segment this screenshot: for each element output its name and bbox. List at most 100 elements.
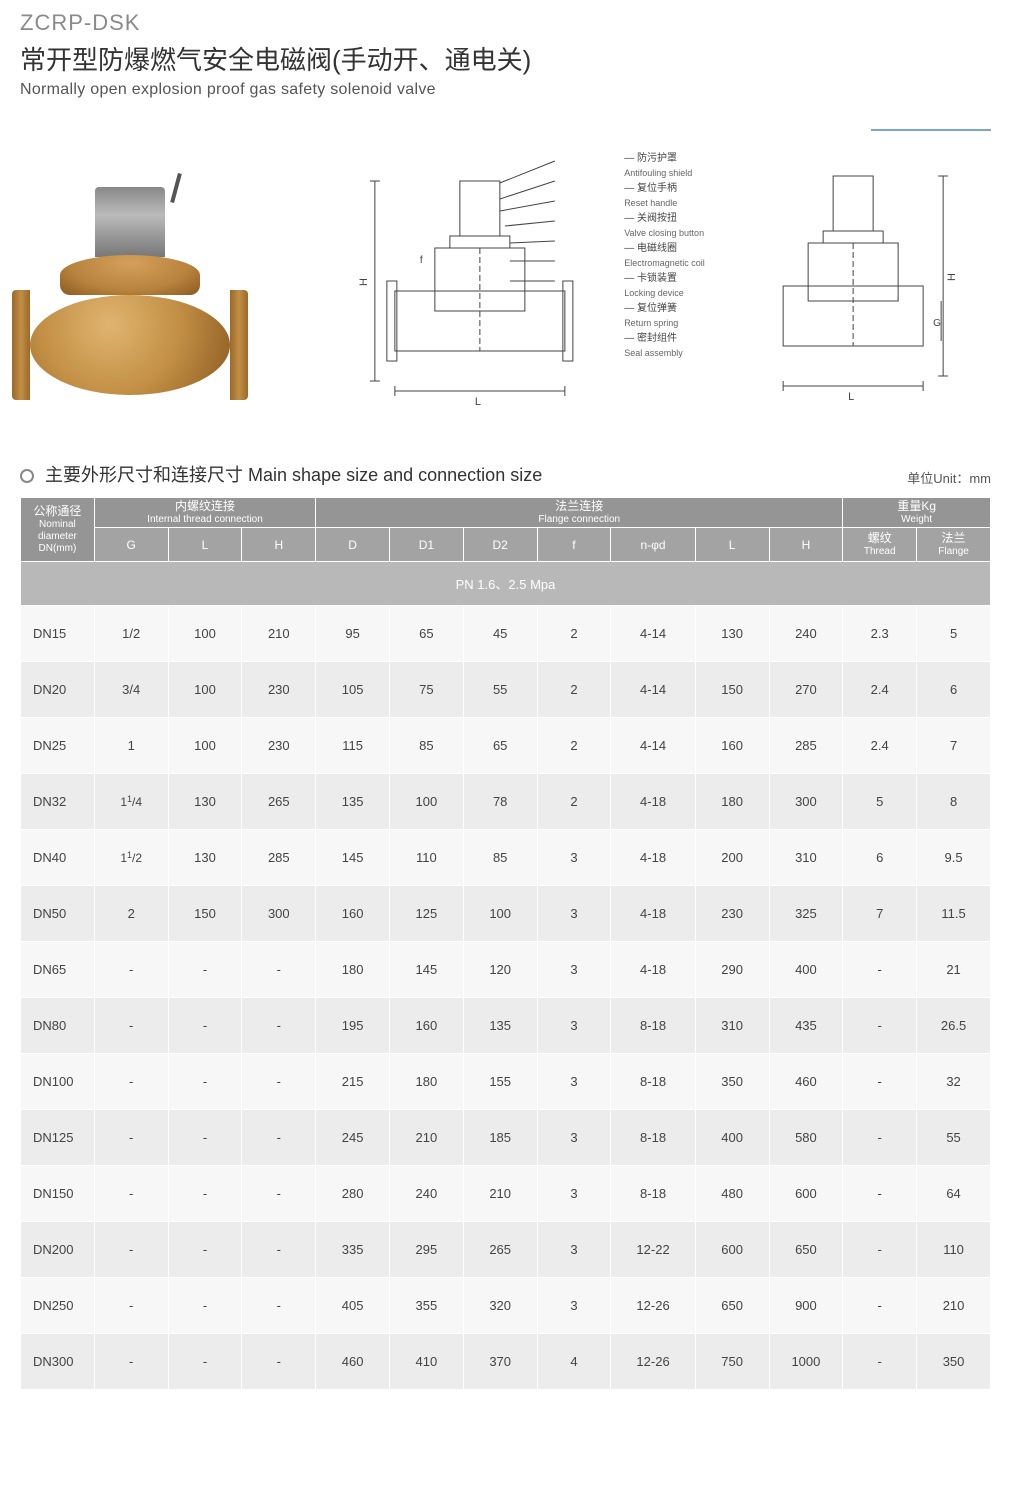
table-row: DN203/4100230105755524-141502702.46 <box>21 662 991 718</box>
cell-wt: - <box>843 1166 917 1222</box>
table-row: DN250---405355320312-26650900-210 <box>21 1278 991 1334</box>
cell-g: 3/4 <box>94 662 168 718</box>
cell-wf: 6 <box>917 662 991 718</box>
cell-th: - <box>242 1166 316 1222</box>
cell-fh: 580 <box>769 1110 843 1166</box>
cell-dn: DN25 <box>21 718 95 774</box>
section-cn: 主要外形尺寸和连接尺寸 <box>45 465 243 485</box>
callout-item: — 复位弹簧Return spring <box>624 301 705 331</box>
cell-th: 285 <box>242 830 316 886</box>
svg-text:L: L <box>848 391 854 403</box>
col-thread-group: 内螺纹连接 Internal thread connection <box>94 498 315 528</box>
cell-d: 160 <box>316 886 390 942</box>
cell-th: 265 <box>242 774 316 830</box>
cell-tl: - <box>168 942 242 998</box>
cell-fl: 200 <box>695 830 769 886</box>
cell-f: 3 <box>537 1278 611 1334</box>
cell-fh: 600 <box>769 1166 843 1222</box>
cell-th: 210 <box>242 606 316 662</box>
table-row: DN100---21518015538-18350460-32 <box>21 1054 991 1110</box>
cell-d: 115 <box>316 718 390 774</box>
cell-d1: 110 <box>389 830 463 886</box>
svg-text:H: H <box>946 273 958 281</box>
callout-item: — 密封组件Seal assembly <box>624 331 705 361</box>
cell-wf: 26.5 <box>917 998 991 1054</box>
cell-f: 4 <box>537 1334 611 1390</box>
col-tL: L <box>168 528 242 562</box>
cell-dn: DN300 <box>21 1334 95 1390</box>
cell-d2: 320 <box>463 1278 537 1334</box>
cell-d2: 210 <box>463 1166 537 1222</box>
cell-fh: 300 <box>769 774 843 830</box>
cell-d: 195 <box>316 998 390 1054</box>
col-D1: D1 <box>389 528 463 562</box>
cell-d2: 55 <box>463 662 537 718</box>
cell-dn: DN100 <box>21 1054 95 1110</box>
cell-fl: 600 <box>695 1222 769 1278</box>
cell-g: 11/4 <box>94 774 168 830</box>
cell-d2: 100 <box>463 886 537 942</box>
cell-fl: 230 <box>695 886 769 942</box>
cell-d1: 75 <box>389 662 463 718</box>
cell-wf: 350 <box>917 1334 991 1390</box>
cell-wt: 7 <box>843 886 917 942</box>
cell-d1: 145 <box>389 942 463 998</box>
cell-f: 3 <box>537 1222 611 1278</box>
cell-n: 8-18 <box>611 1054 695 1110</box>
table-row: DN4011/21302851451108534-1820031069.5 <box>21 830 991 886</box>
cell-wt: 5 <box>843 774 917 830</box>
cell-fl: 180 <box>695 774 769 830</box>
cell-fl: 290 <box>695 942 769 998</box>
cell-dn: DN32 <box>21 774 95 830</box>
col-wt-thread: 螺纹 Thread <box>843 528 917 562</box>
callout-item: — 复位手柄Reset handle <box>624 181 705 211</box>
cell-d2: 65 <box>463 718 537 774</box>
cell-dn: DN125 <box>21 1110 95 1166</box>
cell-dn: DN50 <box>21 886 95 942</box>
cell-dn: DN250 <box>21 1278 95 1334</box>
cell-th: - <box>242 942 316 998</box>
cell-d2: 155 <box>463 1054 537 1110</box>
cell-tl: - <box>168 998 242 1054</box>
cell-fh: 400 <box>769 942 843 998</box>
cell-n: 4-18 <box>611 886 695 942</box>
cell-wt: - <box>843 1278 917 1334</box>
cell-tl: - <box>168 1054 242 1110</box>
cell-wt: - <box>843 1222 917 1278</box>
cell-wf: 210 <box>917 1278 991 1334</box>
cell-d1: 355 <box>389 1278 463 1334</box>
bullet-icon <box>20 469 34 483</box>
cell-d1: 100 <box>389 774 463 830</box>
cell-d1: 85 <box>389 718 463 774</box>
cell-fh: 435 <box>769 998 843 1054</box>
cell-th: - <box>242 1222 316 1278</box>
cell-tl: 130 <box>168 774 242 830</box>
section-en: Main shape size and connection size <box>248 465 542 485</box>
cell-fl: 160 <box>695 718 769 774</box>
cell-d1: 295 <box>389 1222 463 1278</box>
cell-d2: 370 <box>463 1334 537 1390</box>
cell-d: 95 <box>316 606 390 662</box>
cell-n: 4-18 <box>611 942 695 998</box>
cell-d2: 45 <box>463 606 537 662</box>
cell-wf: 8 <box>917 774 991 830</box>
cell-d: 460 <box>316 1334 390 1390</box>
cell-th: 230 <box>242 718 316 774</box>
cell-tl: - <box>168 1166 242 1222</box>
cell-d2: 85 <box>463 830 537 886</box>
cell-g: - <box>94 1334 168 1390</box>
cell-fl: 750 <box>695 1334 769 1390</box>
section-heading: 主要外形尺寸和连接尺寸 Main shape size and connecti… <box>20 461 991 487</box>
cell-f: 2 <box>537 662 611 718</box>
callout-item: — 关阀按扭Valve closing button <box>624 211 705 241</box>
cell-g: 1/2 <box>94 606 168 662</box>
cell-wt: 2.4 <box>843 662 917 718</box>
cell-fh: 310 <box>769 830 843 886</box>
accent-rule <box>871 129 991 131</box>
cell-dn: DN65 <box>21 942 95 998</box>
cell-fl: 150 <box>695 662 769 718</box>
cell-fl: 400 <box>695 1110 769 1166</box>
cell-n: 12-26 <box>611 1334 695 1390</box>
cell-g: 2 <box>94 886 168 942</box>
cell-th: - <box>242 1334 316 1390</box>
